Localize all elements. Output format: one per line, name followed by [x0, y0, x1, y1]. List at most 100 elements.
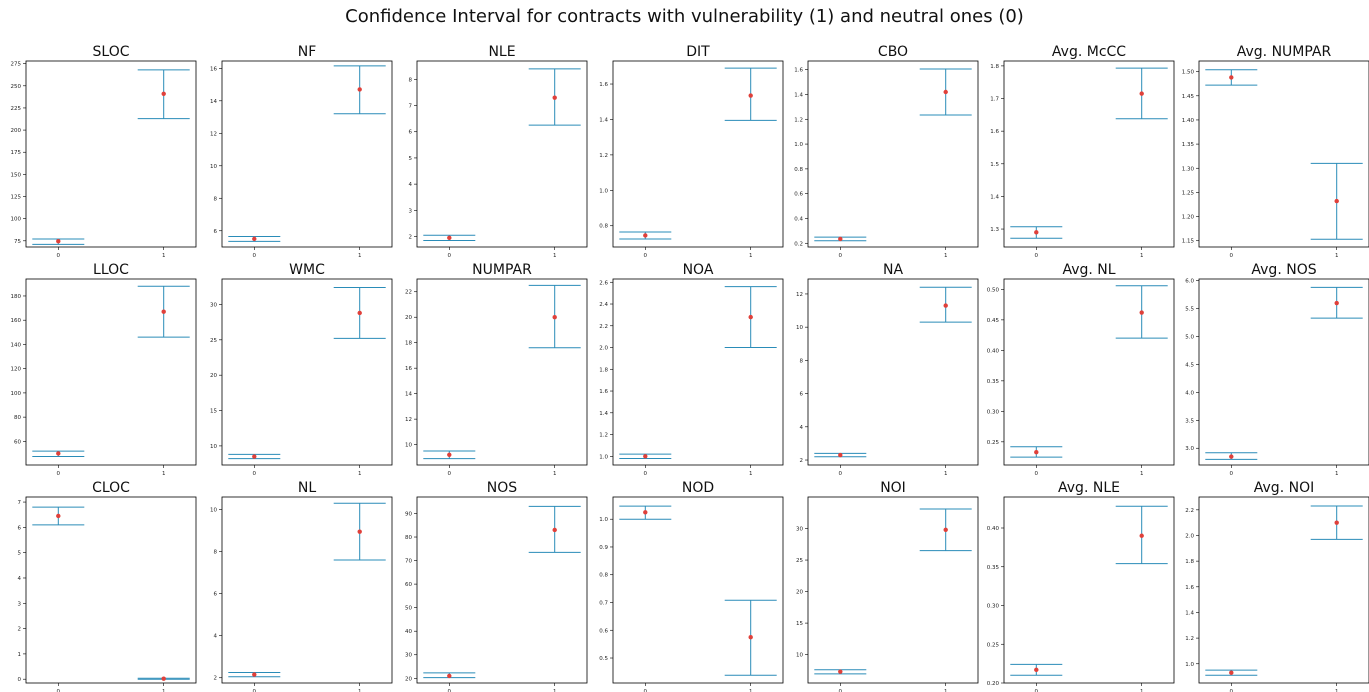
mean-point	[748, 634, 753, 640]
subplot-avg-mccc: Avg. McCC 1.3 1.4 1.5 1.6 1.7 1.8 0 1	[990, 44, 1175, 259]
x-tick-label: 1	[1140, 471, 1144, 477]
axes-frame	[1198, 496, 1369, 684]
y-tick-label: 125	[11, 195, 22, 201]
x-tick-label: 0	[253, 471, 257, 477]
y-tick-label: 6	[409, 130, 413, 136]
y-tick-label: 18	[405, 341, 412, 347]
subplot-title: CLOC	[92, 480, 130, 496]
y-tick-label: 160	[11, 318, 22, 324]
y-tick-label: 1.2	[1185, 636, 1194, 642]
y-tick-label: 5.0	[1185, 335, 1194, 341]
x-tick-label: 1	[162, 471, 166, 477]
y-tick-label: 12	[796, 292, 803, 298]
y-tick-label: 60	[405, 582, 412, 588]
y-tick-label: 0.35	[987, 565, 1000, 571]
y-tick-label: 1.0	[599, 188, 608, 194]
x-tick-label: 1	[944, 689, 948, 692]
y-tick-label: 0.40	[987, 526, 1000, 532]
mean-point	[552, 527, 557, 533]
subplot-wmc: WMC 10 15 20 25 30 0 1	[210, 262, 393, 477]
axes-frame	[1003, 496, 1175, 684]
mean-point	[357, 310, 362, 316]
subplot-noa: NOA 1.0 1.2 1.4 1.6 1.8 2.0 2.2 2.4 2.6 0 1	[599, 262, 784, 477]
mean-point	[447, 235, 452, 241]
y-tick-label: 225	[11, 106, 22, 112]
y-tick-label: 6	[800, 392, 804, 398]
subplot-nos: NOS 20 30 40 50 60 70 80 90 0 1	[405, 480, 588, 692]
subplot-title: WMC	[289, 262, 325, 278]
axes-frame	[1198, 60, 1369, 248]
y-tick-label: 90	[405, 511, 412, 517]
mean-point	[1334, 198, 1339, 204]
axes-frame	[25, 60, 197, 248]
y-tick-label: 0	[18, 677, 22, 683]
x-tick-label: 1	[749, 689, 753, 692]
mean-point	[748, 314, 753, 320]
y-tick-label: 250	[11, 84, 22, 90]
subplot-title: NOI	[880, 480, 906, 496]
subplot-cloc: CLOC 0 1 2 3 4 5 6 7 0 1	[18, 480, 197, 692]
y-tick-label: 2.0	[1185, 533, 1194, 539]
subplot-title: NLE	[488, 44, 515, 60]
mean-point	[838, 452, 843, 458]
y-tick-label: 1.6	[599, 82, 608, 88]
axes-frame	[25, 278, 197, 466]
y-tick-label: 0.5	[599, 656, 608, 662]
subplot-title: DIT	[686, 44, 710, 60]
y-tick-label: 0.6	[794, 192, 803, 198]
y-tick-label: 3	[409, 208, 413, 214]
y-tick-label: 100	[11, 391, 22, 397]
y-tick-label: 20	[796, 590, 803, 596]
mean-point	[1229, 454, 1234, 459]
subplot-noi: NOI 10 15 20 25 30 0 1	[796, 480, 979, 692]
y-tick-label: 1.40	[1182, 118, 1195, 124]
subplot-nf: NF 6 8 10 12 14 16 0 1	[210, 44, 393, 259]
y-tick-label: 1.50	[1182, 70, 1195, 76]
y-tick-label: 1.2	[599, 153, 608, 159]
y-tick-label: 2.2	[1185, 508, 1194, 514]
y-tick-label: 0.50	[987, 287, 1000, 293]
y-tick-label: 1.7	[990, 97, 999, 103]
subplot-title: NF	[298, 44, 317, 60]
y-tick-label: 1.25	[1182, 190, 1195, 196]
y-tick-label: 0.6	[599, 628, 608, 634]
y-tick-label: 30	[796, 527, 803, 533]
axes-frame	[807, 496, 979, 684]
y-tick-label: 1.0	[599, 517, 608, 523]
y-tick-label: 1.30	[1182, 166, 1195, 172]
y-tick-label: 2.6	[599, 280, 608, 286]
mean-point	[1034, 667, 1039, 673]
mean-point	[552, 315, 557, 320]
x-tick-label: 0	[1035, 689, 1039, 692]
mean-point	[1334, 300, 1339, 306]
y-tick-label: 0.25	[987, 642, 1000, 648]
y-tick-label: 10	[210, 164, 217, 170]
y-tick-label: 0.25	[987, 440, 1000, 446]
y-tick-label: 1.3	[990, 227, 999, 233]
mean-point	[161, 91, 166, 96]
y-tick-label: 0.40	[987, 348, 1000, 354]
x-tick-label: 0	[57, 253, 61, 259]
y-tick-label: 1.4	[599, 117, 608, 123]
mean-point	[643, 454, 648, 459]
mean-point	[1139, 533, 1144, 538]
x-tick-label: 1	[749, 471, 753, 477]
subplot-avg-nl: Avg. NL 0.25 0.30 0.35 0.40 0.45 0.50 0 1	[987, 262, 1175, 477]
subplot-dit: DIT 0.8 1.0 1.2 1.4 1.6 0 1	[599, 44, 784, 259]
mean-point	[56, 239, 61, 244]
y-tick-label: 1.4	[794, 92, 803, 98]
x-tick-label: 1	[553, 471, 557, 477]
y-tick-label: 1.6	[599, 389, 608, 395]
y-tick-label: 0.20	[987, 681, 1000, 687]
axes-frame	[807, 60, 979, 248]
y-tick-label: 10	[796, 325, 803, 331]
x-tick-label: 0	[448, 689, 452, 692]
axes-frame	[221, 278, 393, 466]
y-tick-label: 1.0	[794, 142, 803, 148]
y-tick-label: 15	[796, 621, 803, 627]
y-tick-label: 180	[11, 294, 22, 300]
x-tick-label: 0	[644, 253, 648, 259]
y-tick-label: 8	[214, 196, 218, 202]
y-tick-label: 3.5	[1185, 418, 1194, 424]
mean-point	[943, 303, 948, 308]
